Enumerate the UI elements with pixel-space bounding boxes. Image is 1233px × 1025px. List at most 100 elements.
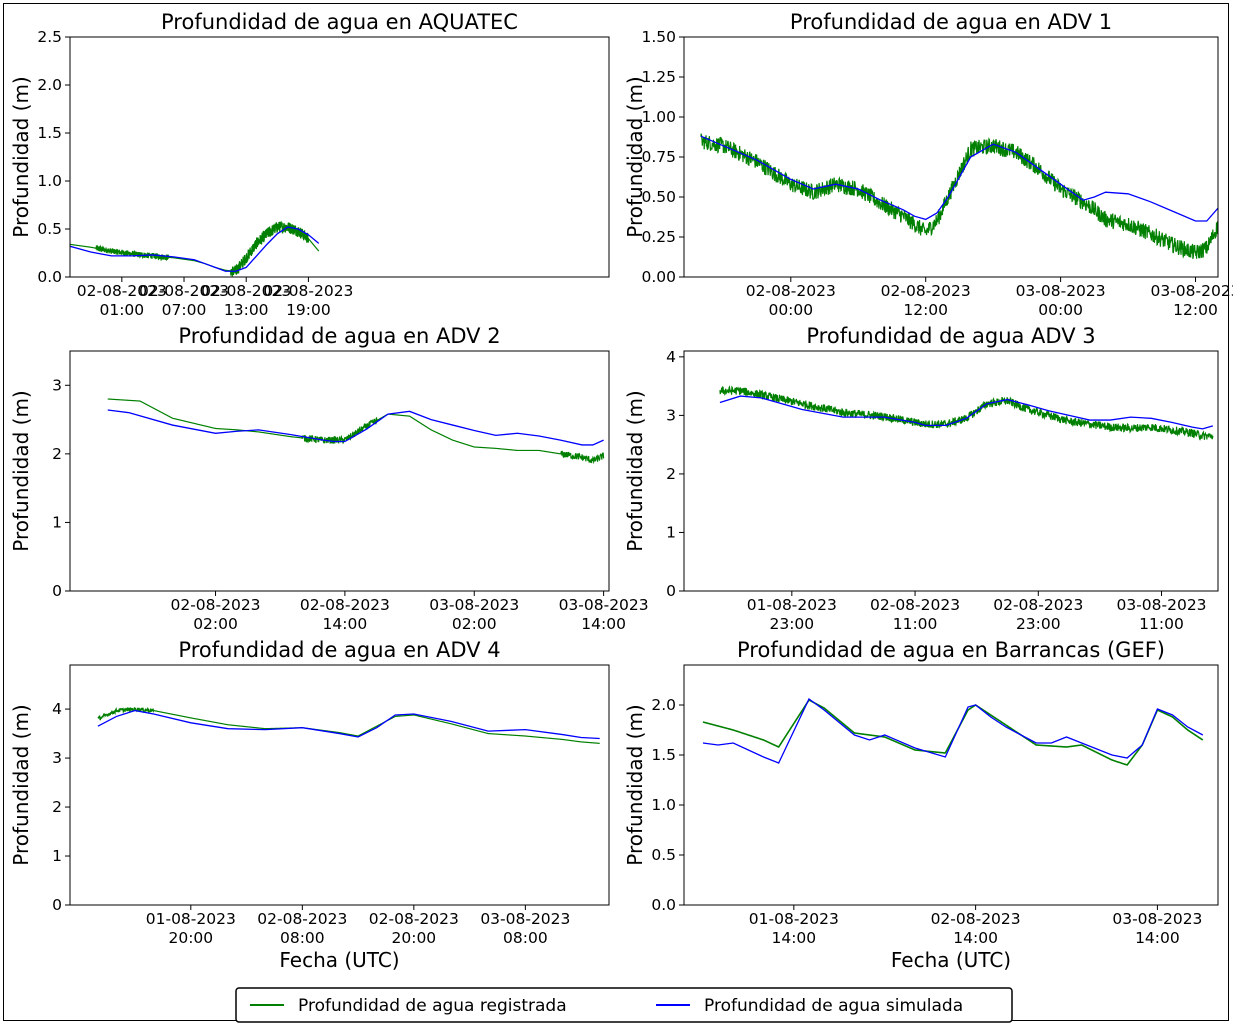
x-tick-label-date: 01-08-2023 xyxy=(747,596,837,614)
x-tick-label-date: 02-08-2023 xyxy=(746,282,836,300)
y-tick-label: 1 xyxy=(666,523,676,541)
x-tick-label-date: 03-08-2023 xyxy=(1116,596,1206,614)
y-tick-label: 1 xyxy=(52,847,62,865)
plot-area xyxy=(70,220,320,277)
x-tick-label-time: 07:00 xyxy=(162,301,207,319)
y-tick-label: 2 xyxy=(666,465,676,483)
figure-frame xyxy=(3,3,1229,1021)
x-axis-label: Fecha (UTC) xyxy=(891,948,1011,972)
series-simulada-line xyxy=(719,395,1214,430)
x-tick-label-date: 03-08-2023 xyxy=(480,910,570,928)
plot-area xyxy=(700,133,1218,259)
y-axis-label: Profundidad (m) xyxy=(623,76,647,237)
x-tick-label-date: 02-08-2023 xyxy=(257,910,347,928)
y-tick-label: 1.25 xyxy=(641,68,676,86)
y-tick-label: 1.5 xyxy=(651,746,676,764)
axes-frame xyxy=(69,350,610,592)
x-tick-label-date: 02-08-2023 xyxy=(993,596,1083,614)
x-tick-label-date: 03-08-2023 xyxy=(429,596,519,614)
x-tick-label-time: 19:00 xyxy=(286,301,331,319)
legend-box xyxy=(235,987,1013,1023)
y-tick-label: 0.0 xyxy=(37,268,62,286)
series-simulada-line xyxy=(700,135,1218,222)
y-axis-label: Profundidad (m) xyxy=(623,390,647,551)
x-tick-label-time: 08:00 xyxy=(503,929,548,947)
x-tick-label-time: 14:00 xyxy=(1135,929,1180,947)
y-axis-label: Profundidad (m) xyxy=(623,704,647,865)
y-tick-label: 2.0 xyxy=(37,76,62,94)
x-tick-label-date: 02-08-2023 xyxy=(263,282,353,300)
x-tick-label-date: 02-08-2023 xyxy=(77,282,167,300)
series-simulada-line xyxy=(70,226,320,272)
y-axis-label: Profundidad (m) xyxy=(9,390,33,551)
chart-title: Profundidad de agua en AQUATEC xyxy=(161,10,518,34)
y-tick-label: 0.00 xyxy=(641,268,676,286)
chart-title: Profundidad de agua en ADV 1 xyxy=(790,10,1112,34)
chart-panel-5: Profundidad de agua en ADV 4 Profundidad … xyxy=(9,638,610,972)
x-tick-label-date: 02-08-2023 xyxy=(881,282,971,300)
x-tick-label-date: 03-08-2023 xyxy=(1150,282,1233,300)
x-tick-label-date: 01-08-2023 xyxy=(146,910,236,928)
x-tick-label-time: 12:00 xyxy=(1173,301,1218,319)
series-registrada-line xyxy=(107,398,605,465)
x-tick-label-date: 01-08-2023 xyxy=(749,910,839,928)
y-tick-label: 4 xyxy=(666,348,676,366)
series-simulada-line xyxy=(702,698,1204,764)
y-tick-label: 4 xyxy=(52,700,62,718)
y-tick-label: 1.0 xyxy=(37,172,62,190)
y-axis-label: Profundidad (m) xyxy=(9,704,33,865)
x-tick-label-time: 14:00 xyxy=(953,929,998,947)
legend: Profundidad de agua registrada Profundid… xyxy=(235,987,1013,1023)
chart-title: Profundidad de agua en ADV 4 xyxy=(178,638,500,662)
y-tick-label: 1 xyxy=(52,513,62,531)
series-registrada-line xyxy=(700,133,1218,259)
y-tick-label: 2.5 xyxy=(37,28,62,46)
x-tick-label-date: 02-08-2023 xyxy=(139,282,229,300)
chart-title: Profundidad de agua en Barrancas (GEF) xyxy=(737,638,1165,662)
series-registrada-line xyxy=(70,220,320,277)
series-registrada-line xyxy=(719,385,1214,442)
plot-area xyxy=(702,698,1204,766)
x-tick-label-time: 02:00 xyxy=(452,615,497,633)
series-simulada-line xyxy=(107,409,604,446)
x-tick-label-date: 03-08-2023 xyxy=(1112,910,1202,928)
axes-frame xyxy=(683,664,1219,906)
x-tick-label-date: 03-08-2023 xyxy=(1016,282,1106,300)
x-tick-label-time: 23:00 xyxy=(1016,615,1061,633)
y-tick-label: 1.0 xyxy=(651,796,676,814)
series-registrada-line xyxy=(702,698,1204,766)
x-tick-label-date: 02-08-2023 xyxy=(870,596,960,614)
chart-panel-3: Profundidad de agua en ADV 2 Profundidad … xyxy=(9,324,649,633)
x-tick-label-date: 02-08-2023 xyxy=(931,910,1021,928)
x-tick-label-time: 11:00 xyxy=(1139,615,1184,633)
x-tick-label-date: 03-08-2023 xyxy=(559,596,649,614)
y-axis-label: Profundidad (m) xyxy=(9,76,33,237)
x-tick-label-time: 23:00 xyxy=(769,615,814,633)
y-tick-label: 2.0 xyxy=(651,696,676,714)
y-tick-label: 1.5 xyxy=(37,124,62,142)
y-tick-label: 0.50 xyxy=(641,188,676,206)
axes-frame xyxy=(69,36,610,278)
x-tick-label-time: 08:00 xyxy=(280,929,325,947)
y-tick-label: 3 xyxy=(52,749,62,767)
legend-label-simulada: Profundidad de agua simulada xyxy=(704,996,963,1016)
series-registrada-line xyxy=(97,706,600,744)
x-tick-label-time: 13:00 xyxy=(224,301,269,319)
axes-frame xyxy=(69,664,610,906)
chart-title: Profundidad de agua ADV 3 xyxy=(806,324,1095,348)
y-tick-label: 0.75 xyxy=(641,148,676,166)
x-tick-label-time: 01:00 xyxy=(99,301,144,319)
y-tick-label: 0 xyxy=(52,896,62,914)
x-tick-label-time: 11:00 xyxy=(893,615,938,633)
y-tick-label: 1.00 xyxy=(641,108,676,126)
x-tick-label-time: 12:00 xyxy=(903,301,948,319)
y-tick-label: 0.5 xyxy=(37,220,62,238)
plot-area xyxy=(107,398,605,465)
y-tick-label: 3 xyxy=(52,376,62,394)
x-tick-label-time: 20:00 xyxy=(392,929,437,947)
chart-title: Profundidad de agua en ADV 2 xyxy=(178,324,500,348)
chart-panel-1: Profundidad de agua en AQUATEC Profundida… xyxy=(9,10,610,319)
y-tick-label: 1.50 xyxy=(641,28,676,46)
y-tick-label: 0 xyxy=(666,582,676,600)
x-tick-label-date: 02-08-2023 xyxy=(300,596,390,614)
